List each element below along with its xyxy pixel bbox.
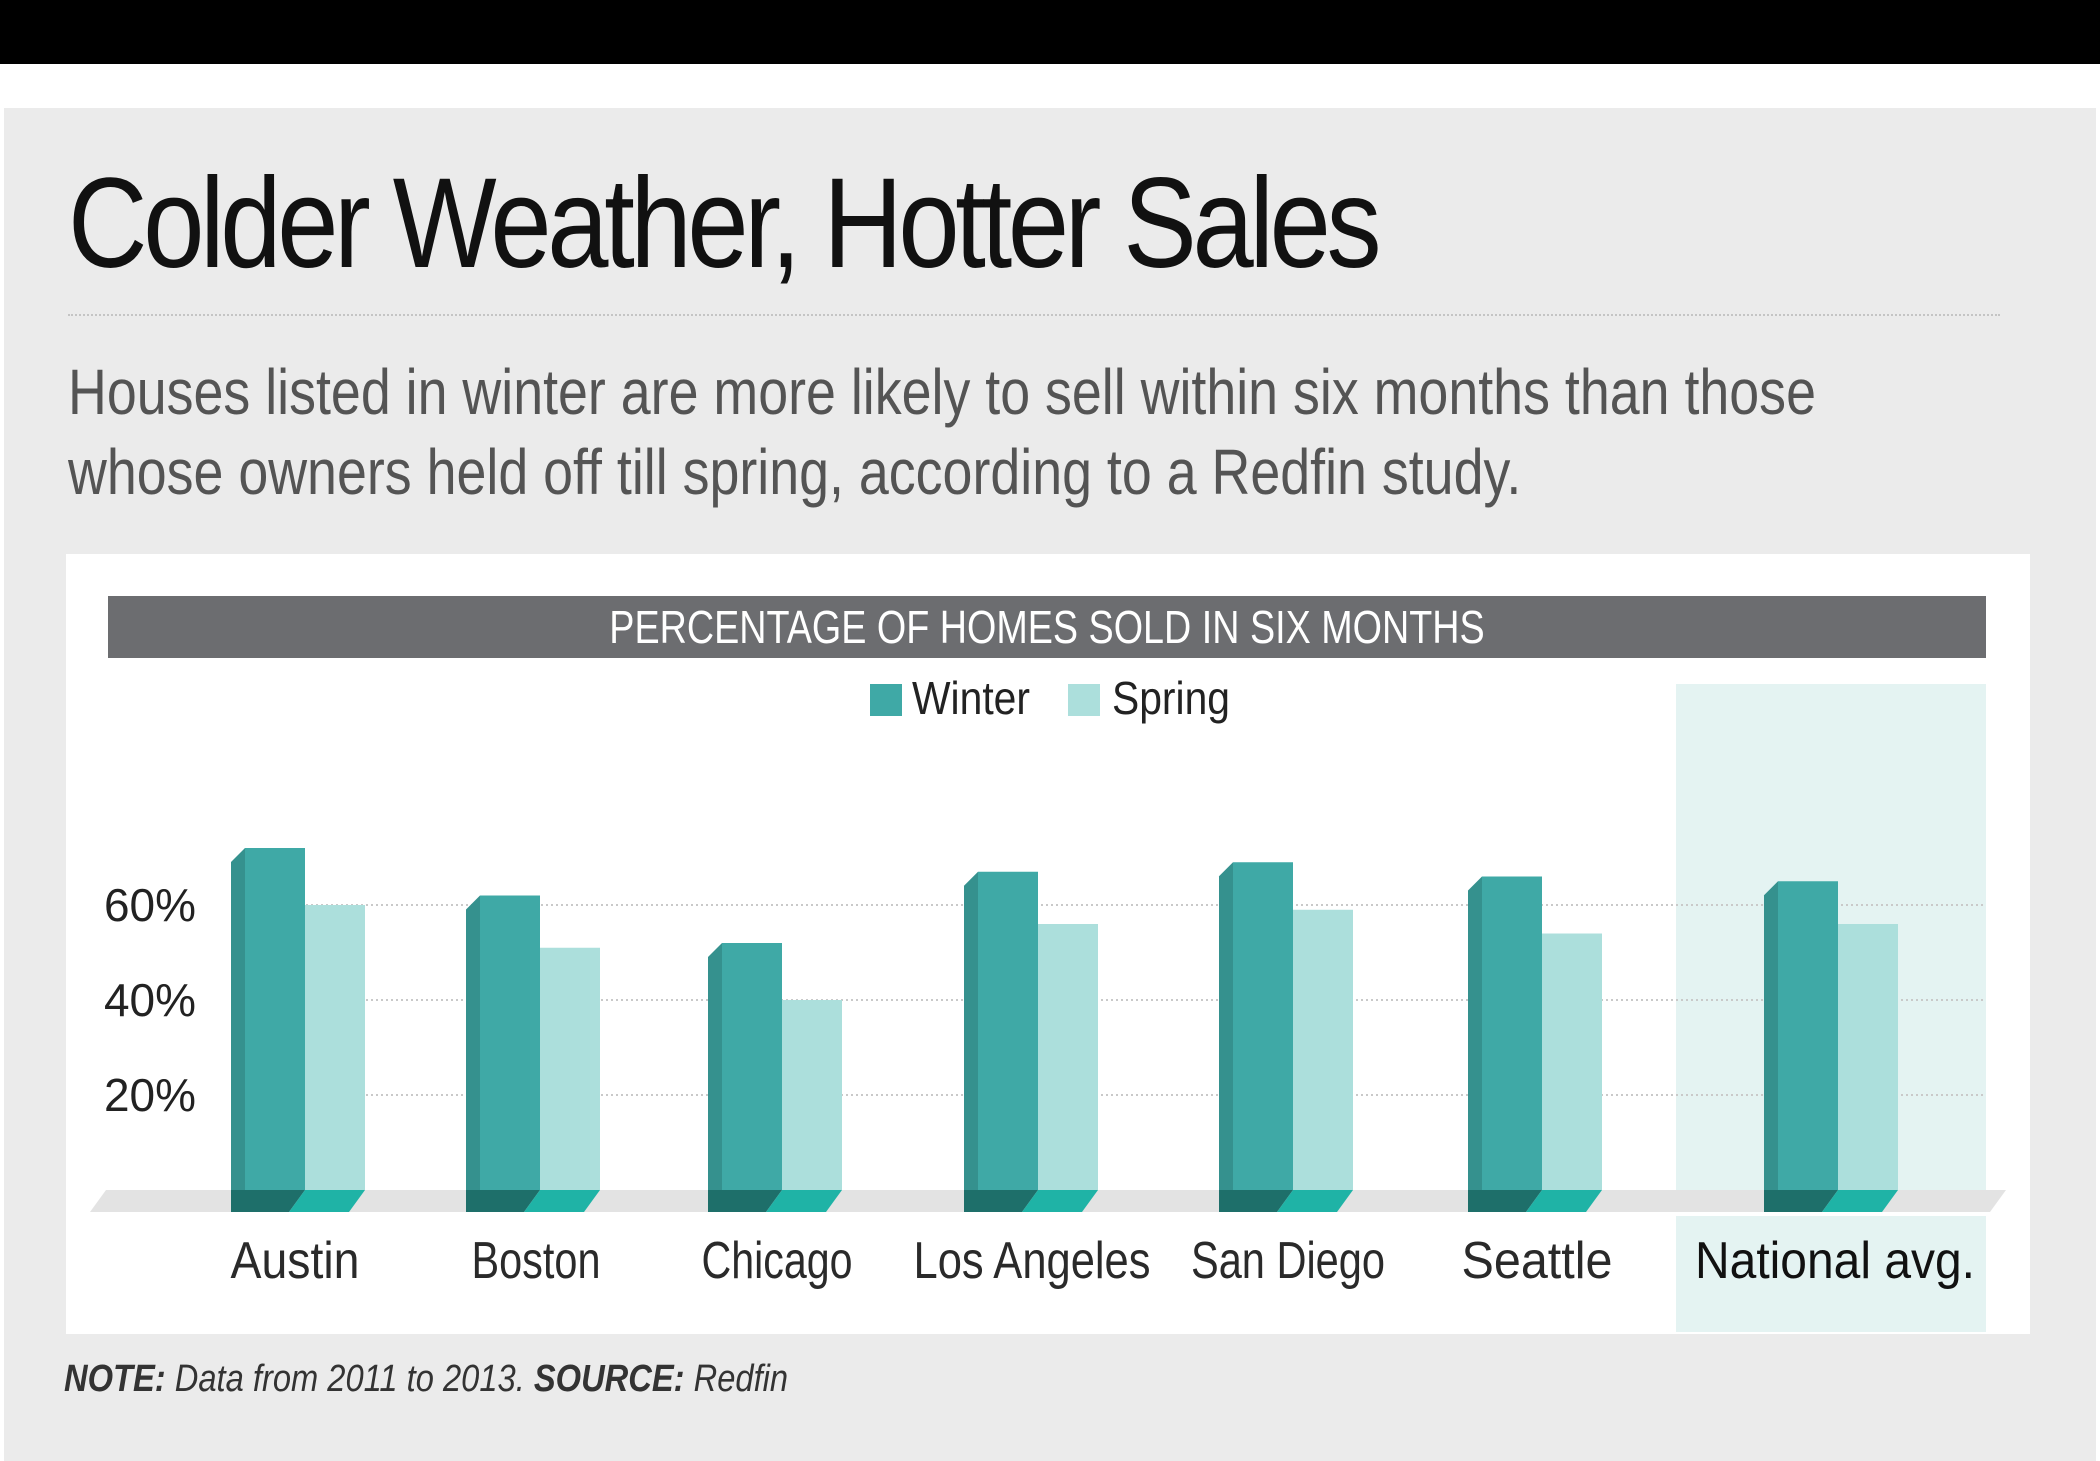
bar-winter-national-avg — [1778, 881, 1838, 1190]
bar-winter-chicago — [722, 943, 782, 1190]
bar-chart: 20% 40% 60% Austin Boston Chicago Los Angeles S… — [90, 672, 2006, 1332]
bar-spring-foot-san-diego — [1277, 1190, 1353, 1212]
chart-title-banner: PERCENTAGE OF HOMES SOLD IN SIX MONTHS — [108, 596, 1986, 658]
bar-spring-foot-austin — [289, 1190, 365, 1212]
chart-card: PERCENTAGE OF HOMES SOLD IN SIX MONTHS 2… — [66, 554, 2030, 1334]
subtitle: Houses listed in winter are more likely … — [68, 356, 1816, 508]
bar-winter-foot-seattle — [1468, 1190, 1542, 1212]
x-label-austin: Austin — [231, 1232, 360, 1290]
bar-winter-foot-los-angeles — [964, 1190, 1038, 1212]
bar-spring-foot-los-angeles — [1022, 1190, 1098, 1212]
legend-label-spring: Spring — [1112, 672, 1230, 724]
bar-winter-foot-chicago — [708, 1190, 782, 1212]
bar-winter-side-chicago — [708, 943, 722, 1190]
bar-winter-san-diego — [1233, 862, 1293, 1190]
bar-winter-foot-boston — [466, 1190, 540, 1212]
legend-swatch-winter — [870, 684, 902, 716]
x-label-san-diego: San Diego — [1191, 1232, 1385, 1290]
national-avg-label-highlight — [1676, 1216, 1986, 1332]
top-black-bar — [0, 0, 2100, 64]
legend-label-winter: Winter — [912, 672, 1030, 724]
x-label-seattle: Seattle — [1462, 1232, 1613, 1290]
bar-spring-national-avg — [1838, 924, 1898, 1190]
legend-swatch-spring — [1068, 684, 1100, 716]
bar-spring-boston — [540, 947, 600, 1190]
bar-spring-austin — [305, 905, 365, 1190]
page-title: Colder Weather, Hotter Sales — [68, 152, 1382, 295]
bar-spring-chicago — [782, 1000, 842, 1190]
source-label: SOURCE: — [533, 1358, 685, 1400]
bar-spring-san-diego — [1293, 909, 1353, 1190]
bar-spring-foot-boston — [524, 1190, 600, 1212]
source-text: Redfin — [693, 1358, 789, 1400]
bar-winter-boston — [480, 895, 540, 1190]
bar-winter-foot-austin — [231, 1190, 305, 1212]
bar-spring-los-angeles — [1038, 924, 1098, 1190]
note-label: NOTE: — [64, 1358, 166, 1400]
bar-winter-side-austin — [231, 848, 245, 1190]
bar-winter-foot-national-avg — [1764, 1190, 1838, 1212]
bar-spring-foot-chicago — [766, 1190, 842, 1212]
bar-spring-seattle — [1542, 933, 1602, 1190]
bar-winter-side-seattle — [1468, 876, 1482, 1190]
note-text: Data from 2011 to 2013. — [174, 1358, 525, 1400]
footnote: NOTE: Data from 2011 to 2013. SOURCE: Re… — [64, 1358, 788, 1401]
chart-title: PERCENTAGE OF HOMES SOLD IN SIX MONTHS — [609, 601, 1485, 653]
bar-spring-foot-seattle — [1526, 1190, 1602, 1212]
y-tick-label-40: 40% — [104, 974, 196, 1026]
bar-winter-los-angeles — [978, 871, 1038, 1190]
x-label-boston: Boston — [472, 1232, 601, 1290]
bar-winter-side-san-diego — [1219, 862, 1233, 1190]
x-label-national-avg: National avg. — [1695, 1232, 1975, 1290]
y-tick-label-60: 60% — [104, 879, 196, 931]
bar-winter-austin — [245, 848, 305, 1190]
x-label-chicago: Chicago — [702, 1232, 853, 1290]
bar-winter-side-los-angeles — [964, 871, 978, 1190]
y-tick-label-20: 20% — [104, 1069, 196, 1121]
bar-spring-foot-national-avg — [1822, 1190, 1898, 1212]
title-divider — [68, 314, 2000, 316]
bar-winter-seattle — [1482, 876, 1542, 1190]
bar-winter-side-boston — [466, 895, 480, 1190]
bar-winter-side-national-avg — [1764, 881, 1778, 1190]
x-label-los-angeles: Los Angeles — [914, 1232, 1151, 1290]
bar-winter-foot-san-diego — [1219, 1190, 1293, 1212]
